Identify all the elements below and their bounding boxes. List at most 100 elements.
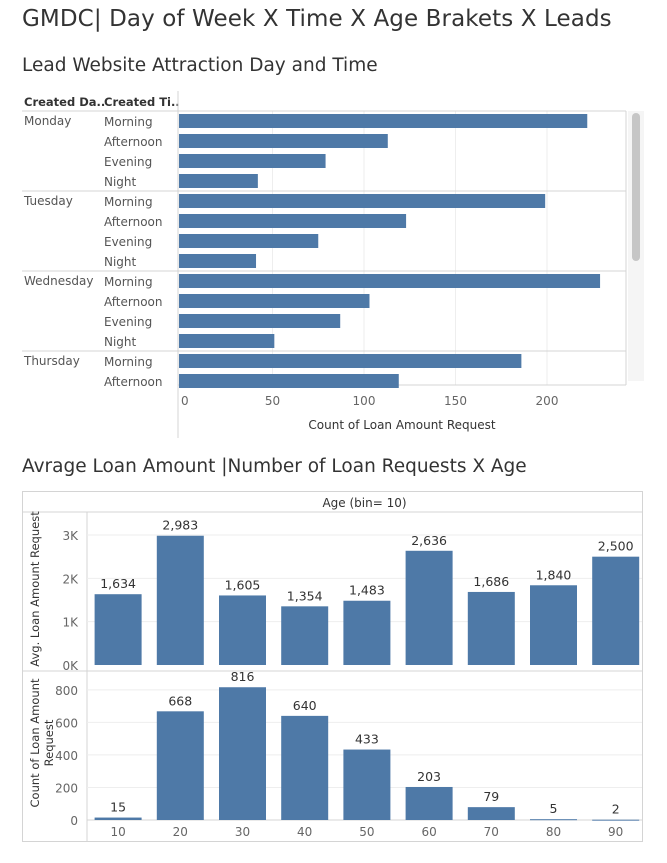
bar[interactable] — [156, 711, 204, 820]
x-tick-label: 90 — [608, 825, 623, 839]
bar[interactable] — [405, 786, 453, 820]
x-tick-label: 60 — [421, 825, 436, 839]
time-label: Afternoon — [104, 215, 163, 229]
chart1-title: Lead Website Attraction Day and Time — [22, 55, 378, 76]
data-label: 2 — [612, 802, 620, 817]
bar[interactable] — [592, 819, 640, 821]
bar[interactable] — [179, 154, 326, 168]
y-tick-label: 800 — [55, 684, 78, 698]
x-tick-label: 30 — [235, 825, 250, 839]
bar[interactable] — [179, 214, 407, 228]
data-label: 1,483 — [349, 583, 385, 598]
bar[interactable] — [467, 591, 515, 665]
y-tick-label: 400 — [55, 749, 78, 763]
time-label: Afternoon — [104, 295, 163, 309]
bar[interactable] — [179, 334, 275, 348]
x-tick-label: 50 — [359, 825, 374, 839]
data-label: 1,354 — [287, 588, 323, 603]
bar[interactable] — [530, 585, 577, 665]
bar[interactable] — [179, 174, 258, 188]
data-label: 1,605 — [225, 577, 261, 592]
time-label: Night — [104, 175, 137, 189]
bar[interactable] — [179, 134, 388, 148]
y-tick-label: 0K — [62, 659, 79, 673]
bar[interactable] — [343, 600, 391, 665]
x-tick-label: 0 — [181, 394, 189, 408]
day-label: Wednesday — [24, 274, 93, 288]
data-label: 79 — [483, 789, 499, 804]
bar[interactable] — [179, 194, 546, 208]
bar[interactable] — [179, 374, 399, 388]
time-label: Morning — [104, 275, 153, 289]
x-tick-label: 150 — [444, 394, 467, 408]
column-header-day[interactable]: Created Da.. — [24, 95, 105, 109]
y-tick-label: 0 — [70, 814, 78, 828]
bar[interactable] — [219, 687, 266, 820]
time-label: Morning — [104, 355, 153, 369]
bar[interactable] — [179, 274, 601, 288]
time-label: Afternoon — [104, 135, 163, 149]
day-label: Thursday — [23, 354, 80, 368]
bar[interactable] — [179, 234, 319, 248]
scrollbar-thumb[interactable] — [632, 113, 640, 261]
x-tick-label: 100 — [353, 394, 376, 408]
time-label: Morning — [104, 195, 153, 209]
time-label: Night — [104, 335, 137, 349]
chart2-title: Avrage Loan Amount |Number of Loan Reque… — [22, 456, 527, 477]
data-label: 816 — [231, 669, 255, 684]
bar[interactable] — [281, 715, 329, 820]
bar[interactable] — [592, 556, 640, 665]
y-tick-label: 1K — [62, 616, 79, 630]
dashboard-title: GMDC| Day of Week X Time X Age Brakets X… — [22, 6, 612, 32]
time-label: Evening — [104, 315, 152, 329]
y-axis-title-avg: Avg. Loan Amount Request — [28, 511, 42, 667]
time-label: Afternoon — [104, 375, 163, 389]
time-label: Night — [104, 255, 137, 269]
x-tick-label: 50 — [265, 394, 280, 408]
data-label: 668 — [168, 693, 192, 708]
x-tick-label: 10 — [110, 825, 125, 839]
bar[interactable] — [530, 819, 577, 821]
y-tick-label: 200 — [55, 781, 78, 795]
day-label: Monday — [24, 114, 71, 128]
time-label: Evening — [104, 235, 152, 249]
data-label: 433 — [355, 732, 379, 747]
data-label: 2,636 — [411, 533, 447, 548]
x-tick-label: 200 — [536, 394, 559, 408]
day-time-bar-chart: Created Da.. Created Ti.. Monday Morning A… — [22, 91, 640, 438]
bar[interactable] — [179, 314, 341, 328]
bar[interactable] — [281, 606, 329, 665]
y-axis-title-count: Count of Loan Amount — [28, 678, 42, 807]
bar[interactable] — [94, 594, 142, 665]
bar[interactable] — [156, 535, 204, 665]
x-tick-label: 20 — [173, 825, 188, 839]
time-label: Morning — [104, 115, 153, 129]
x-tick-label: 40 — [297, 825, 312, 839]
x-tick-label: 70 — [484, 825, 499, 839]
data-label: 1,686 — [473, 574, 509, 589]
bar[interactable] — [405, 550, 453, 665]
data-label: 640 — [293, 698, 317, 713]
column-header-time[interactable]: Created Ti.. — [104, 95, 180, 109]
bar[interactable] — [179, 294, 370, 308]
bar[interactable] — [179, 114, 588, 128]
data-label: 203 — [417, 769, 441, 784]
y-tick-label: 2K — [62, 572, 79, 586]
y-tick-label: 3K — [62, 529, 79, 543]
data-label: 1,634 — [100, 576, 136, 591]
time-label: Evening — [104, 155, 152, 169]
bar[interactable] — [94, 817, 142, 820]
bar[interactable] — [343, 749, 391, 820]
x-axis-title: Count of Loan Amount Request — [308, 418, 495, 432]
bar[interactable] — [467, 807, 515, 820]
data-label: 5 — [550, 801, 558, 816]
bar[interactable] — [219, 595, 266, 665]
y-axis-title-count-line2: Request — [42, 719, 56, 766]
bar[interactable] — [179, 254, 257, 268]
chart2-frame — [22, 491, 643, 842]
bar[interactable] — [179, 354, 522, 368]
data-label: 2,983 — [162, 518, 198, 533]
data-label: 1,840 — [536, 567, 572, 582]
data-label: 15 — [110, 800, 126, 815]
